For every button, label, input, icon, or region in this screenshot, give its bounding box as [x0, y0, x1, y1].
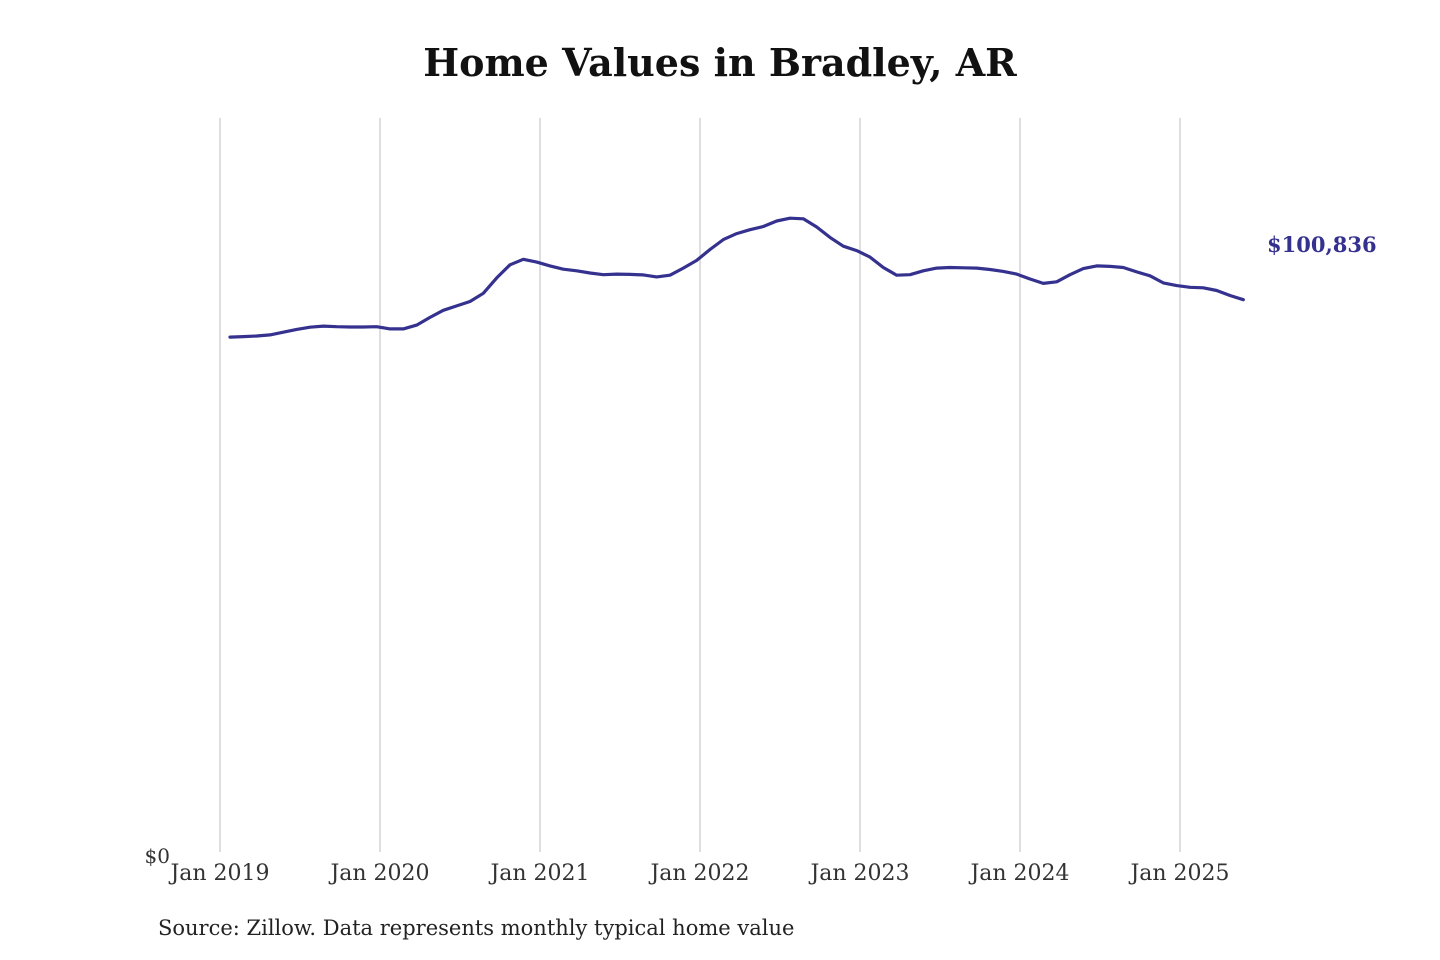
x-tick-label: Jan 2022 [648, 861, 749, 886]
x-tick-label: Jan 2024 [968, 861, 1069, 886]
source-note: Source: Zillow. Data represents monthly … [158, 916, 795, 940]
series-line [228, 216, 1245, 339]
x-tick-label: Jan 2023 [808, 861, 909, 886]
x-tick-label: Jan 2019 [168, 861, 269, 886]
x-tick-label: Jan 2025 [1128, 861, 1229, 886]
x-tick-label: Jan 2021 [488, 861, 589, 886]
grid-lines [219, 118, 1181, 852]
x-tick-label: Jan 2020 [328, 861, 429, 886]
y-axis-zero-label: $0 [145, 844, 170, 868]
end-value-label: $100,836 [1267, 232, 1377, 257]
x-axis-tick-labels: Jan 2019 Jan 2020 Jan 2021 Jan 2022 Jan 2023… [168, 861, 1229, 886]
chart-title: Home Values in Bradley, AR [423, 40, 1017, 85]
